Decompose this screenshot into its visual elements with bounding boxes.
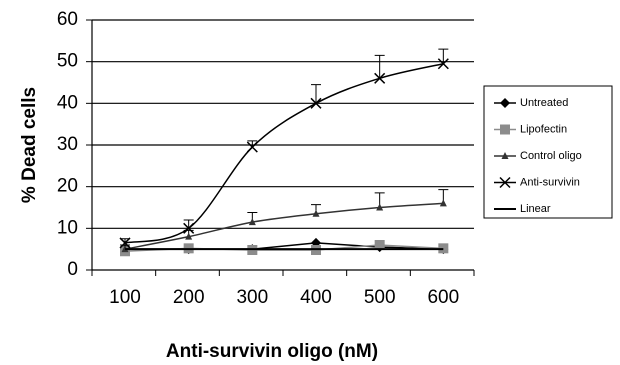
x-tick-label: 200 — [173, 287, 205, 308]
x-tick-label: 300 — [236, 287, 268, 308]
marker — [499, 176, 511, 189]
error-bar — [183, 219, 194, 229]
error-bar — [438, 48, 449, 64]
marker — [312, 209, 320, 217]
marker — [437, 58, 449, 70]
x-tick-label: 500 — [364, 287, 396, 308]
y-tick-label: 0 — [67, 259, 78, 280]
y-tick-label: 10 — [57, 217, 78, 238]
error-bar — [311, 84, 321, 104]
marker — [246, 141, 258, 153]
marker — [376, 203, 384, 211]
marker — [310, 97, 322, 109]
marker — [374, 240, 385, 250]
legend-label: Anti-survivin — [520, 176, 580, 188]
marker — [183, 222, 195, 234]
legend-label: Linear — [520, 203, 551, 215]
legend-label: Control oligo — [520, 150, 582, 162]
marker — [500, 98, 510, 108]
marker — [185, 232, 193, 240]
y-tick-label: 60 — [57, 9, 78, 30]
legend-label: Untreated — [520, 97, 568, 109]
legend-box — [483, 85, 613, 219]
marker — [374, 72, 386, 84]
marker — [500, 124, 510, 135]
y-tick-label: 20 — [57, 176, 78, 197]
error-bar — [374, 54, 385, 79]
marker — [248, 218, 256, 226]
marker — [119, 237, 131, 249]
x-axis-title: Anti-survivin oligo (nM) — [166, 341, 378, 362]
x-tick-label: 600 — [427, 287, 459, 308]
y-tick-label: 30 — [57, 134, 78, 155]
y-tick-label: 50 — [57, 51, 78, 72]
marker — [501, 152, 509, 159]
series-line — [124, 63, 444, 244]
x-tick-label: 100 — [109, 287, 141, 308]
x-tick-label: 400 — [300, 287, 332, 308]
y-axis-title: % Dead cells — [19, 87, 40, 203]
legend-label: Lipofectin — [520, 123, 567, 135]
series-line — [124, 202, 444, 250]
y-tick-label: 40 — [57, 92, 78, 113]
marker — [439, 199, 447, 207]
